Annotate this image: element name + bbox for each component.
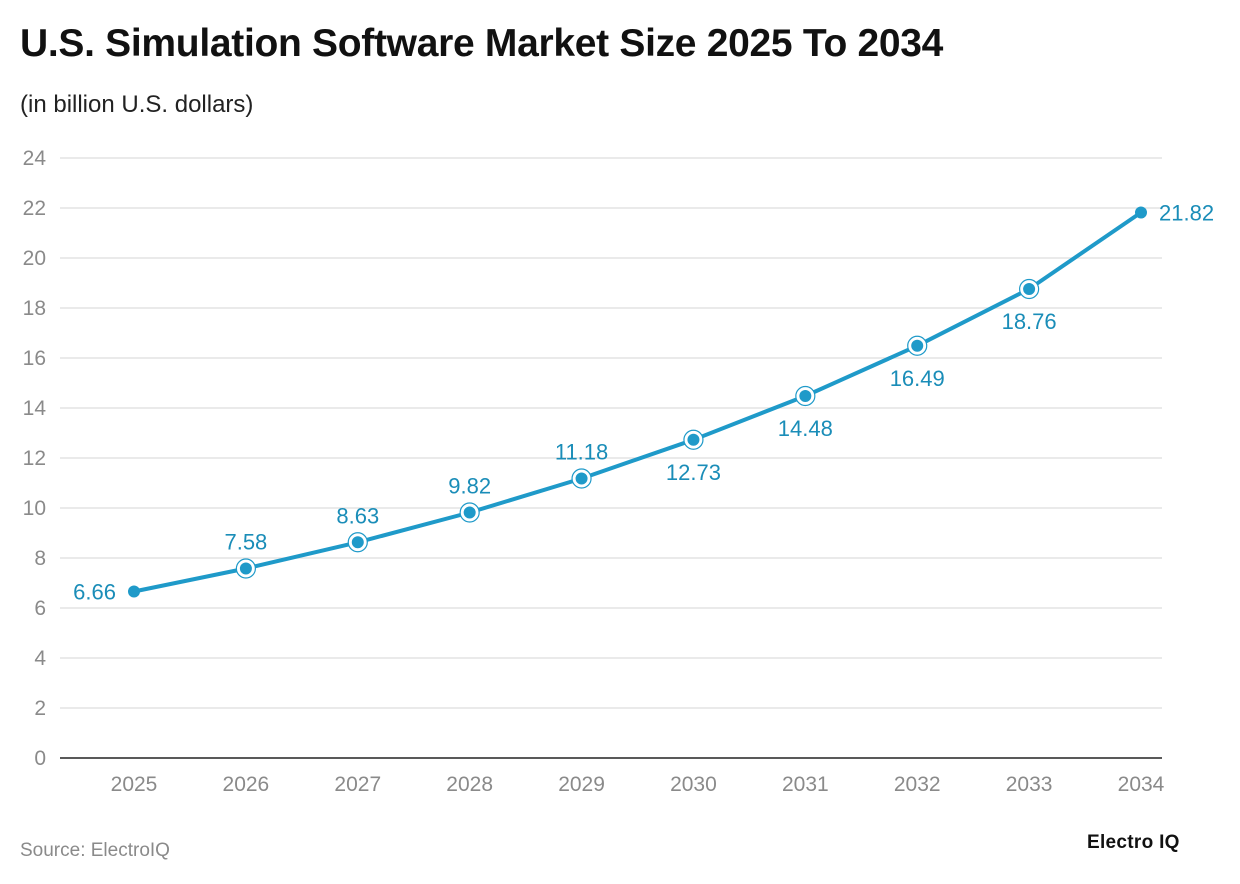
y-tick-label: 10 — [23, 497, 46, 520]
data-points — [128, 206, 1147, 598]
data-label: 21.82 — [1159, 201, 1214, 226]
x-tick-label: 2031 — [782, 773, 829, 796]
y-tick-label: 6 — [34, 597, 46, 620]
source-note: Source: ElectroIQ — [20, 840, 170, 861]
y-tick-label: 4 — [34, 647, 46, 670]
chart-title: U.S. Simulation Software Market Size 202… — [20, 22, 944, 65]
data-label: 7.58 — [224, 530, 267, 555]
data-point — [1023, 283, 1036, 295]
x-tick-label: 2029 — [558, 773, 605, 796]
data-label: 9.82 — [448, 474, 491, 499]
data-label: 14.48 — [778, 416, 833, 441]
data-label: 6.66 — [73, 580, 116, 605]
y-tick-label: 2 — [34, 697, 46, 720]
data-point — [463, 506, 476, 519]
data-point — [239, 562, 252, 575]
y-tick-label: 20 — [23, 247, 46, 270]
data-point — [687, 433, 700, 446]
data-point — [128, 585, 140, 598]
y-tick-label: 24 — [23, 147, 47, 170]
y-tick-label: 14 — [23, 397, 47, 420]
y-tick-label: 22 — [23, 197, 46, 220]
data-point — [351, 536, 364, 549]
data-label: 12.73 — [666, 460, 721, 485]
x-tick-label: 2028 — [446, 773, 493, 796]
x-tick-label: 2027 — [334, 773, 381, 796]
data-label: 18.76 — [1002, 309, 1057, 334]
data-label: 11.18 — [555, 440, 608, 465]
y-tick-label: 8 — [34, 547, 46, 570]
x-axis-ticks: 2025 2026 2027 2028 2029 2030 2031 2032 2033 2034 — [111, 773, 1165, 796]
data-point — [1135, 206, 1147, 219]
y-tick-label: 0 — [34, 747, 46, 770]
x-tick-label: 2032 — [894, 773, 941, 796]
x-tick-label: 2026 — [223, 773, 270, 796]
x-tick-label: 2034 — [1118, 773, 1165, 796]
data-label: 16.49 — [890, 366, 945, 391]
data-label: 8.63 — [336, 503, 379, 528]
data-point — [911, 339, 924, 352]
x-tick-label: 2025 — [111, 773, 158, 796]
gridlines — [60, 157, 1162, 709]
series-line — [133, 210, 1143, 594]
y-tick-label: 16 — [23, 347, 46, 370]
brand-logo: Electro IQ — [1087, 832, 1180, 853]
y-tick-label: 18 — [23, 297, 46, 320]
data-point — [799, 390, 812, 402]
chart-subtitle: (in billion U.S. dollars) — [20, 91, 254, 118]
y-tick-label: 12 — [23, 447, 46, 470]
x-tick-label: 2033 — [1006, 773, 1053, 796]
x-tick-label: 2030 — [670, 773, 717, 796]
data-point — [575, 472, 588, 485]
data-labels: 6.66 7.58 8.63 9.82 11.18 12.73 14.48 16.49 18.7… — [73, 201, 1214, 605]
